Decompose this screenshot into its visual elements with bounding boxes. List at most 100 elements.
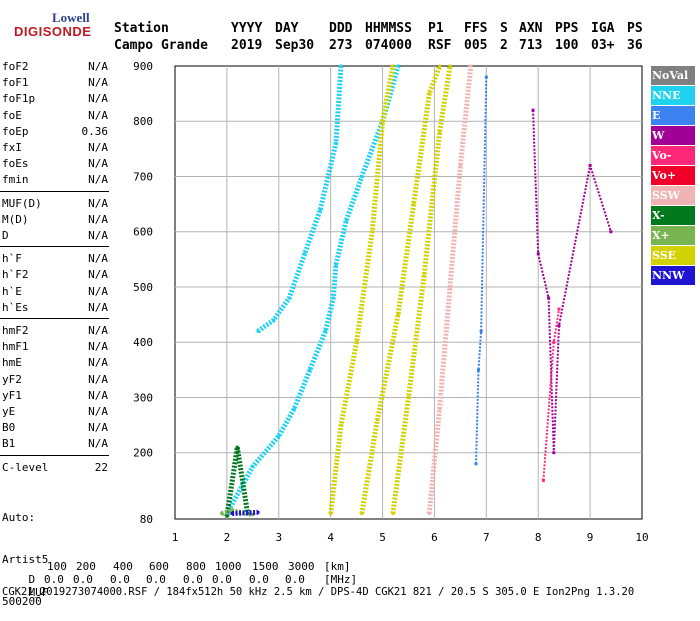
param-row-fof1p: foF1p N/A (2, 92, 108, 107)
y-tick-label: 800 (133, 115, 153, 128)
y-tick-label: 400 (133, 336, 153, 349)
footer-muf-value: 0.0 (73, 573, 93, 586)
param-name: B0 (2, 421, 16, 435)
trace-point (448, 64, 452, 68)
param-name: foF2 (2, 60, 29, 73)
trace-point (256, 510, 260, 514)
param-row-md: M(D) N/A (2, 213, 108, 228)
param-group-divider (0, 246, 109, 248)
trace-point (355, 340, 359, 344)
param-value: N/A (88, 372, 108, 386)
trace-point (448, 285, 452, 289)
param-value: N/A (88, 76, 108, 90)
footer-muf-value: 0.0 (110, 573, 130, 586)
trace-point (329, 511, 333, 515)
footer-d-value: 400 (113, 560, 133, 573)
param-group-divider (0, 454, 109, 456)
header-label-yyyy: YYYY (231, 21, 263, 36)
legend-item-vo: Vo- (651, 146, 695, 165)
footer-muf-unit: [MHz] (324, 573, 358, 586)
header-label-ffs: FFS (464, 21, 488, 36)
param-value: N/A (88, 340, 108, 354)
trace-point (407, 395, 410, 399)
param-value: 22 (94, 460, 108, 474)
footer-d-value: 200 (76, 560, 96, 573)
param-row-mufd: MUF(D) N/A (2, 197, 108, 212)
param-row-fxi: fxI N/A (2, 141, 108, 156)
param-name: C-level (2, 460, 49, 474)
footer-d-value: 800 (186, 560, 206, 573)
trace-point (344, 219, 348, 223)
trace-point (479, 329, 483, 333)
trace-point (412, 202, 416, 206)
header-value-axn: 713 (519, 38, 543, 53)
trace-point (557, 307, 561, 311)
header-value-ddd: 273 (329, 38, 353, 53)
header-label-ddd: DDD (329, 21, 353, 36)
header-value-p1: RSF (428, 38, 452, 53)
param-value: N/A (88, 324, 108, 337)
footer-muf-value: 0.0 (285, 573, 305, 586)
footer-d-value: 100 (47, 560, 67, 573)
param-name: hmF2 (2, 324, 29, 337)
header-label-ps: PS (627, 21, 643, 36)
header-value-yyyy: 2019 (231, 38, 263, 53)
trace-point (251, 513, 255, 517)
y-tick-label: 700 (133, 170, 153, 183)
trace-ssw-5 (426, 65, 474, 514)
param-row-b0: B0 N/A (2, 421, 108, 436)
trace-point (438, 407, 442, 411)
trace-point (230, 511, 234, 515)
y-tick-label: 900 (133, 60, 153, 73)
footer-d-row: D 100 200 400 600 800 1000 1500 3000 [km] (2, 560, 351, 599)
grid (175, 66, 642, 519)
trace-point (588, 163, 592, 167)
trace-point (277, 434, 281, 438)
trace-point (396, 313, 400, 317)
footer-d-value: 1000 (215, 560, 242, 573)
param-row-yf2: yF2 N/A (2, 373, 108, 388)
param-name: foF1 (2, 76, 29, 90)
trace-point (334, 263, 338, 267)
param-value: N/A (88, 196, 108, 210)
param-name: h`E (2, 284, 22, 298)
header-label-iga: IGA (591, 21, 615, 36)
footer-muf-value: 0.0 (44, 573, 64, 586)
digisonde-logo: Lowell DIGISONDE (2, 6, 107, 46)
legend-item-ssw: SSW (651, 186, 695, 205)
legend-item-nne: NNE (651, 86, 695, 105)
trace-point (339, 64, 343, 68)
param-row-fmin: fmin N/A (2, 173, 108, 188)
trace-point (360, 174, 364, 178)
header-value-s: 2 (500, 38, 508, 53)
x-tick-label: 1 (172, 531, 179, 544)
param-name: foF1p (2, 92, 36, 106)
trace-point (438, 130, 442, 134)
param-name: D (2, 229, 9, 242)
param-name: h`F2 (2, 268, 29, 282)
param-row-b1: B1 N/A (2, 437, 108, 452)
param-value: N/A (88, 268, 108, 282)
legend-item-e: E (651, 106, 695, 125)
x-tick-label: 10 (635, 531, 648, 544)
trace-point (360, 511, 364, 515)
x-tick-label: 4 (327, 531, 334, 544)
header-value-ffs: 005 (464, 38, 488, 53)
trace-point (220, 511, 224, 515)
trace-point (334, 141, 338, 145)
param-value: N/A (88, 157, 108, 171)
header-label-hhmmss: HHMMSS (365, 21, 412, 36)
trace-point (375, 418, 379, 422)
trace-point (287, 296, 291, 300)
header-value-hhmmss: 074000 (365, 38, 412, 53)
header-label-axn: AXN (519, 21, 543, 36)
logo-digisonde-text: DIGISONDE (14, 24, 92, 39)
autoscale-label: Auto: (2, 511, 36, 524)
param-row-foe: foE N/A (2, 109, 108, 124)
param-name: MUF(D) (2, 196, 42, 210)
footer-d-label: D (28, 573, 36, 586)
y-tick-label: 600 (133, 226, 153, 239)
trace-point (339, 423, 343, 427)
footer-d-value: 3000 (288, 560, 315, 573)
trace-point (396, 64, 400, 68)
